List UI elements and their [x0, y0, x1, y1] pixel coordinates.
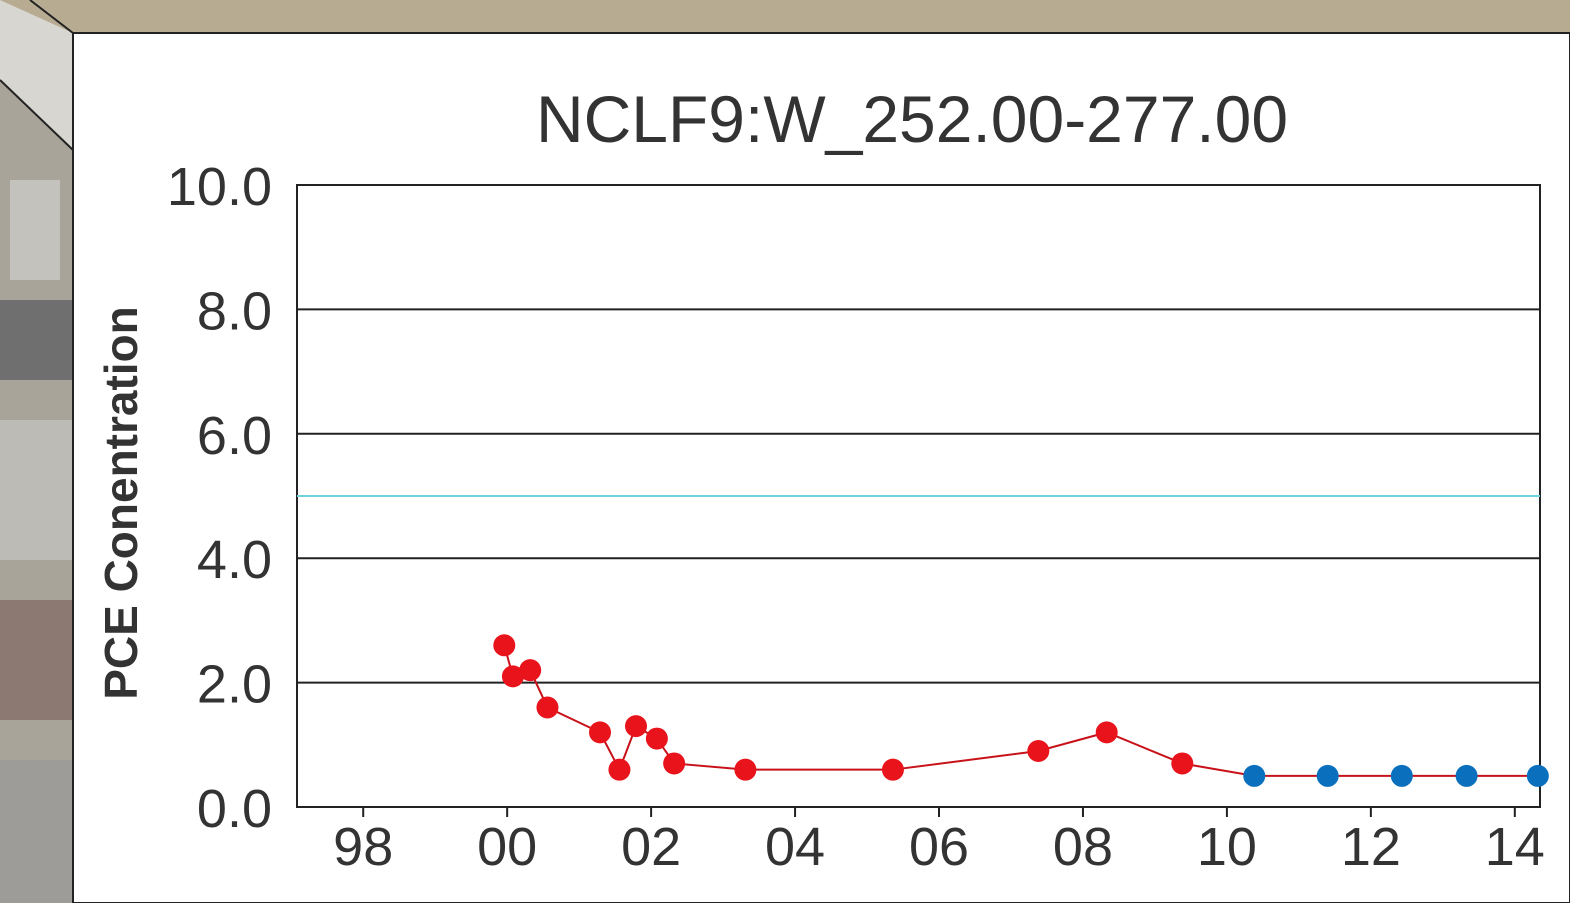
y-axis-label: PCE Conentration	[95, 306, 147, 700]
y-tick-label: 4.0	[197, 530, 272, 590]
data-point	[589, 721, 612, 744]
x-tick-label: 02	[621, 817, 681, 877]
x-tick-label: 14	[1485, 817, 1545, 877]
chart-panel	[72, 32, 1570, 903]
data-point	[663, 752, 686, 775]
x-tick-label: 00	[477, 817, 537, 877]
data-point	[1316, 764, 1339, 787]
x-tick-label: 12	[1341, 817, 1401, 877]
data-point	[645, 727, 668, 750]
data-point	[493, 634, 516, 657]
y-tick-label: 2.0	[197, 655, 272, 715]
x-tick-label: 98	[333, 817, 393, 877]
y-tick-label: 0.0	[197, 779, 272, 839]
data-point	[501, 665, 524, 688]
x-tick-label: 04	[765, 817, 825, 877]
x-tick-label: 08	[1053, 817, 1113, 877]
chart-title: NCLF9:W_252.00-277.00	[536, 82, 1288, 156]
data-point	[625, 715, 647, 738]
data-point	[1095, 721, 1118, 744]
data-point	[1027, 740, 1050, 763]
data-point	[519, 659, 542, 682]
data-point	[881, 758, 904, 781]
x-tick-label: 10	[1197, 817, 1257, 877]
data-point	[608, 758, 631, 781]
data-point	[1455, 764, 1478, 787]
x-tick-label: 06	[909, 817, 969, 877]
data-point	[536, 696, 559, 719]
data-point	[734, 758, 757, 781]
data-point	[1243, 764, 1266, 787]
y-tick-label: 6.0	[197, 406, 272, 466]
series-connector	[1182, 762, 1255, 777]
y-tick-label: 8.0	[197, 281, 272, 341]
data-point	[1526, 764, 1549, 787]
y-tick-label: 10.0	[167, 157, 272, 217]
data-point	[1171, 752, 1194, 775]
data-point	[1390, 764, 1413, 787]
